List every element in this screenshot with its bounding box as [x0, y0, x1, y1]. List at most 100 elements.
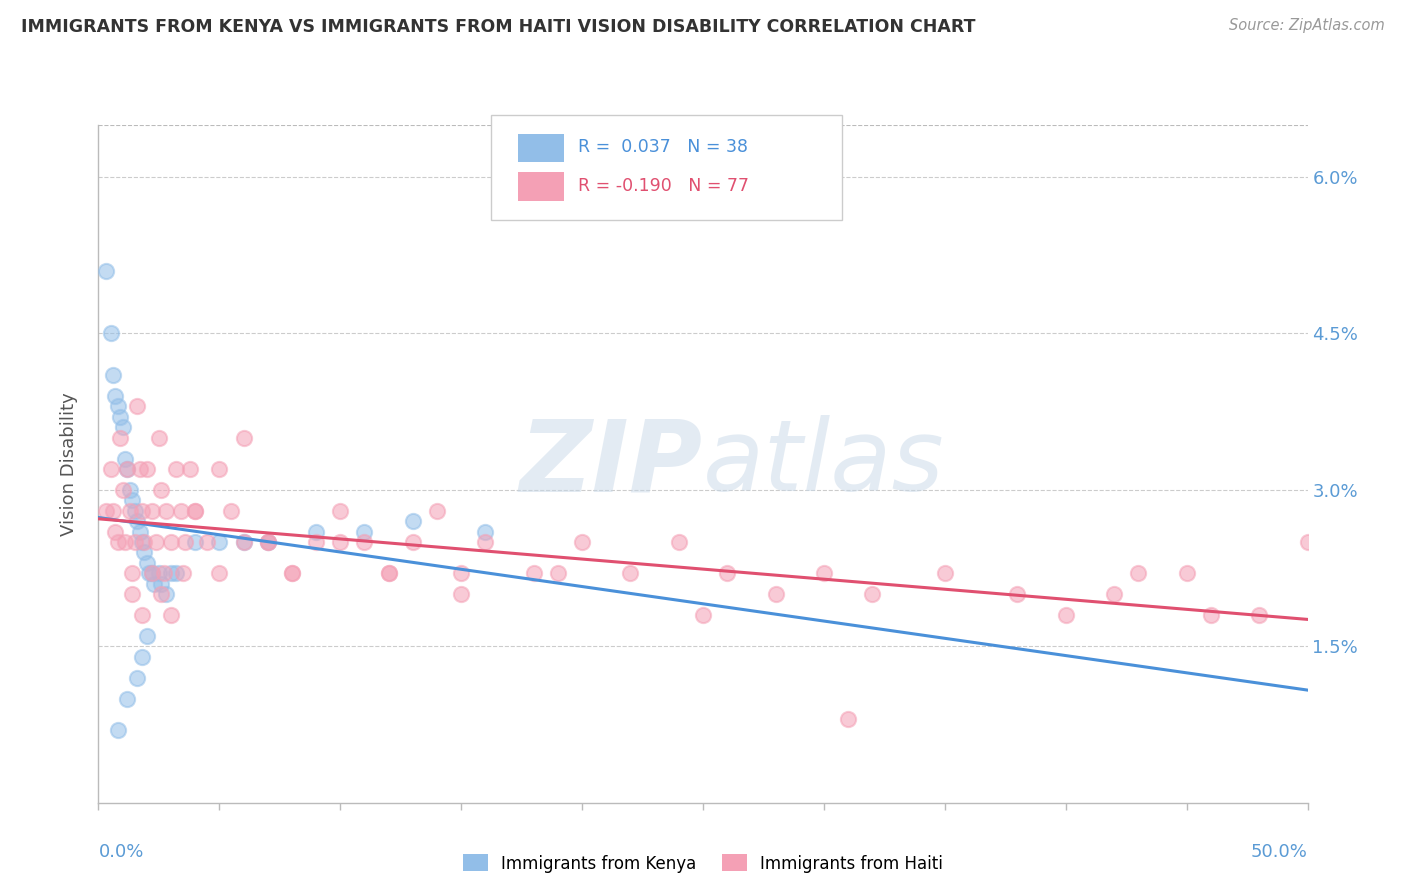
Point: [1175, 566, 1198, 581]
Point: [150, 483, 173, 497]
Point: [131, 504, 153, 518]
Point: [571, 535, 593, 549]
Point: [160, 566, 183, 581]
Point: [107, 723, 129, 737]
Point: [117, 691, 139, 706]
Point: [135, 462, 157, 476]
Point: [127, 671, 149, 685]
Y-axis label: Vision Disability: Vision Disability: [59, 392, 77, 536]
Point: [165, 566, 187, 581]
Point: [128, 524, 150, 539]
Point: [160, 608, 183, 623]
Point: [813, 566, 835, 581]
Point: [100, 462, 122, 476]
Point: [1102, 587, 1125, 601]
Point: [305, 524, 328, 539]
Point: [169, 504, 191, 518]
Point: [107, 400, 129, 414]
Point: [474, 535, 496, 549]
Point: [114, 535, 136, 549]
Point: [172, 566, 194, 581]
Point: [107, 535, 129, 549]
Text: R = -0.190   N = 77: R = -0.190 N = 77: [578, 177, 749, 194]
Bar: [517, 134, 564, 162]
Point: [155, 587, 177, 601]
Point: [94, 264, 117, 278]
Point: [152, 566, 174, 581]
Point: [135, 556, 157, 570]
Point: [141, 504, 163, 518]
Point: [101, 368, 124, 383]
Point: [124, 535, 146, 549]
Text: IMMIGRANTS FROM KENYA VS IMMIGRANTS FROM HAITI VISION DISABILITY CORRELATION CHA: IMMIGRANTS FROM KENYA VS IMMIGRANTS FROM…: [21, 18, 976, 36]
Point: [195, 535, 218, 549]
Point: [860, 587, 883, 601]
Point: [134, 535, 156, 549]
Point: [134, 545, 156, 559]
Point: [179, 462, 201, 476]
Point: [765, 587, 787, 601]
Legend: Immigrants from Kenya, Immigrants from Haiti: Immigrants from Kenya, Immigrants from H…: [457, 847, 949, 880]
Point: [305, 535, 328, 549]
Point: [117, 462, 139, 476]
Point: [150, 587, 173, 601]
Point: [402, 535, 425, 549]
Point: [174, 535, 197, 549]
Point: [108, 431, 131, 445]
Point: [155, 504, 177, 518]
Point: [353, 535, 375, 549]
Point: [131, 649, 153, 664]
Point: [547, 566, 569, 581]
Point: [208, 535, 231, 549]
Point: [208, 462, 231, 476]
Point: [619, 566, 641, 581]
Point: [281, 566, 304, 581]
Point: [377, 566, 399, 581]
Point: [450, 587, 472, 601]
Point: [141, 566, 163, 581]
Point: [353, 524, 375, 539]
Point: [1199, 608, 1222, 623]
Text: atlas: atlas: [703, 416, 945, 512]
Point: [117, 462, 139, 476]
Text: 0.0%: 0.0%: [98, 844, 143, 862]
Point: [128, 462, 150, 476]
Point: [256, 535, 278, 549]
Text: ZIP: ZIP: [520, 416, 703, 512]
Point: [150, 576, 173, 591]
Point: [232, 535, 254, 549]
Point: [111, 420, 134, 434]
Text: Source: ZipAtlas.com: Source: ZipAtlas.com: [1229, 18, 1385, 33]
Point: [1054, 608, 1077, 623]
Point: [114, 451, 136, 466]
Point: [232, 431, 254, 445]
Point: [1128, 566, 1150, 581]
FancyBboxPatch shape: [492, 115, 842, 219]
Point: [121, 566, 143, 581]
Point: [474, 524, 496, 539]
Point: [121, 587, 143, 601]
Point: [100, 326, 122, 341]
Point: [160, 535, 183, 549]
Point: [148, 566, 170, 581]
Point: [131, 608, 153, 623]
Point: [184, 535, 207, 549]
Point: [221, 504, 243, 518]
Point: [184, 504, 207, 518]
Point: [232, 535, 254, 549]
Point: [523, 566, 546, 581]
Point: [148, 431, 170, 445]
Point: [837, 712, 859, 726]
Point: [716, 566, 738, 581]
Point: [450, 566, 472, 581]
Point: [402, 514, 425, 528]
Point: [138, 566, 160, 581]
Point: [143, 576, 166, 591]
Point: [127, 514, 149, 528]
Point: [329, 504, 352, 518]
Point: [377, 566, 399, 581]
Text: 50.0%: 50.0%: [1251, 844, 1308, 862]
Point: [1249, 608, 1271, 623]
Point: [145, 535, 167, 549]
Text: R =  0.037   N = 38: R = 0.037 N = 38: [578, 138, 748, 156]
